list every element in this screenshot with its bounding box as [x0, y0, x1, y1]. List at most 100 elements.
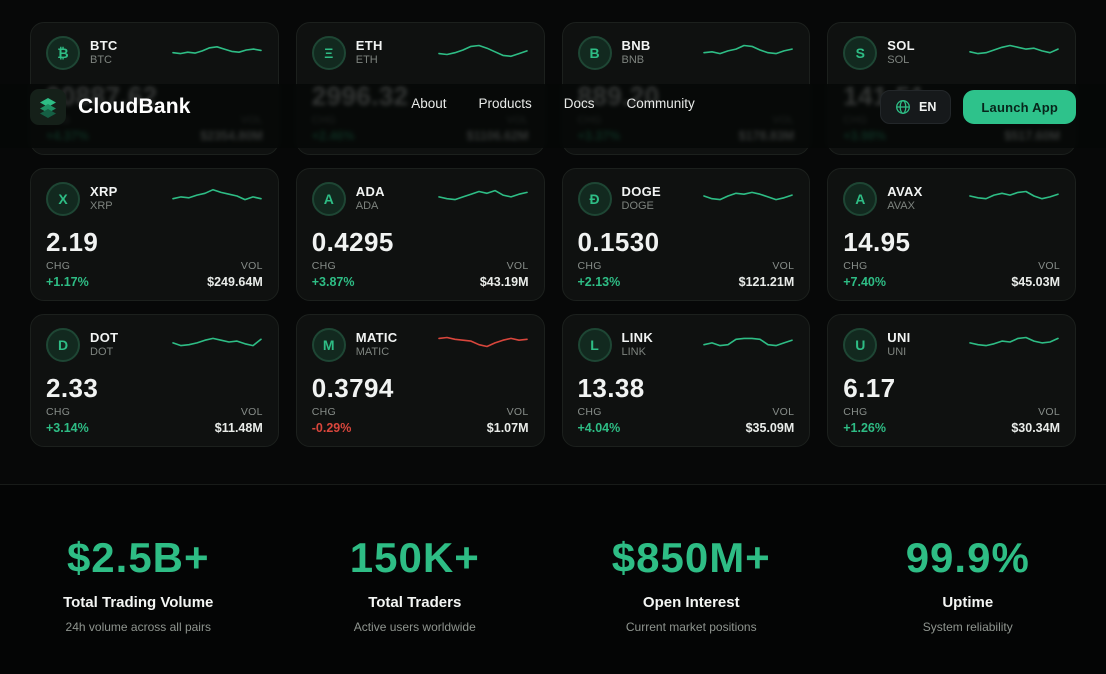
volume-metric: VOL $1.07M	[487, 406, 529, 435]
coin-symbol: SOL	[887, 38, 915, 53]
volume-label: VOL	[240, 406, 263, 418]
sparkline-chart	[968, 185, 1060, 212]
change-metric: CHG +7.40%	[843, 260, 886, 289]
nav-link-docs[interactable]: Docs	[563, 96, 595, 111]
card-metrics: CHG +4.04% VOL $35.09M	[578, 406, 795, 435]
nav-link-products[interactable]: Products	[478, 96, 532, 111]
stat-value: 99.9%	[905, 534, 1030, 581]
sparkline-chart	[171, 39, 263, 66]
coin-symbol: ETH	[355, 38, 383, 53]
coin-icon: Ξ	[311, 36, 346, 70]
coin-price: 13.38	[577, 373, 645, 403]
stat-value: 150K+	[349, 534, 480, 581]
change-value: +3.87%	[311, 275, 355, 289]
coin-names: MATIC MATIC	[356, 330, 398, 360]
stat-title: Open Interest	[642, 594, 740, 611]
volume-value: $1.07M	[486, 421, 529, 435]
coin-icon-letter: Đ	[589, 191, 600, 207]
change-label: CHG	[577, 260, 602, 272]
nav-link-about[interactable]: About	[411, 96, 447, 111]
crypto-card[interactable]: Đ DOGE DOGE 0.1530 CHG +2.13% VOL $121.2…	[561, 168, 811, 301]
coin-name: LINK	[621, 346, 646, 359]
coin-name: UNI	[887, 346, 907, 359]
site-header: CloudBank About Products Docs Community	[0, 84, 1106, 148]
coin-icon: M	[311, 328, 346, 362]
crypto-card[interactable]: X XRP XRP 2.19 CHG +1.17% VOL $249.64M	[30, 168, 279, 301]
card-metrics: CHG +2.13% VOL $121.21M	[578, 260, 795, 289]
crypto-card[interactable]: A ADA ADA 0.4295 CHG +3.87% VOL $43.19M	[295, 168, 545, 301]
stat-subtitle: System reliability	[922, 620, 1013, 634]
change-label: CHG	[311, 260, 336, 272]
change-metric: CHG +4.04%	[578, 406, 621, 435]
volume-label: VOL	[1038, 406, 1060, 418]
sparkline-chart	[171, 331, 263, 358]
crypto-card[interactable]: A AVAX AVAX 14.95 CHG +7.40% VOL $45.03M	[827, 168, 1076, 301]
volume-metric: VOL $35.09M	[746, 406, 795, 435]
coin-icon: U	[843, 328, 878, 362]
sparkline-chart	[702, 331, 794, 358]
volume-value: $11.48M	[214, 421, 263, 435]
crypto-card[interactable]: D DOT DOT 2.33 CHG +3.14% VOL $11.48M	[30, 314, 279, 447]
card-metrics: CHG +1.17% VOL $249.64M	[46, 260, 263, 289]
brand-logo[interactable]: CloudBank	[30, 88, 191, 126]
stat-title: Total Traders	[368, 594, 462, 611]
volume-label: VOL	[1038, 260, 1060, 272]
card-metrics: CHG -0.29% VOL $1.07M	[312, 406, 529, 435]
coin-name: BTC	[90, 54, 112, 67]
volume-metric: VOL $249.64M	[207, 260, 263, 289]
coin-name: ADA	[355, 200, 379, 213]
cloudbank-logo-icon	[30, 89, 66, 125]
sparkline-chart	[437, 185, 529, 212]
card-header: X XRP XRP	[46, 182, 263, 216]
change-label: CHG	[843, 260, 868, 272]
change-value: +1.26%	[843, 421, 886, 435]
coin-names: ETH ETH	[356, 38, 383, 68]
stats-section: $2.5B+ Total Trading Volume 24h volume a…	[0, 484, 1106, 674]
card-header: M MATIC MATIC	[311, 328, 529, 362]
card-metrics: CHG +3.87% VOL $43.19M	[312, 260, 529, 289]
volume-value: $43.19M	[479, 275, 529, 289]
stat-title: Total Trading Volume	[63, 594, 214, 611]
coin-names: BNB BNB	[622, 38, 651, 68]
coin-icon-letter: B	[589, 45, 600, 61]
language-button[interactable]: EN	[880, 90, 952, 124]
card-header: B BNB BNB	[577, 36, 795, 70]
volume-label: VOL	[772, 406, 795, 418]
coin-names: UNI UNI	[887, 330, 910, 360]
coin-icon-letter: A	[855, 191, 866, 207]
change-metric: CHG -0.29%	[312, 406, 352, 435]
launch-app-button[interactable]: Launch App	[963, 90, 1076, 124]
coin-price: 0.4295	[311, 227, 394, 257]
coin-names: SOL SOL	[887, 38, 915, 68]
coin-icon: A	[311, 182, 346, 216]
card-header: Đ DOGE DOGE	[577, 182, 795, 216]
coin-icon-letter: S	[855, 45, 865, 61]
coin-symbol: LINK	[621, 330, 654, 345]
nav-link-community[interactable]: Community	[626, 96, 695, 111]
crypto-card[interactable]: U UNI UNI 6.17 CHG +1.26% VOL $30.34M	[827, 314, 1076, 447]
coin-price: 2.19	[46, 227, 99, 257]
coin-name: BNB	[621, 54, 645, 67]
crypto-card[interactable]: M MATIC MATIC 0.3794 CHG -0.29% VOL $1.0…	[295, 314, 545, 447]
change-label: CHG	[46, 260, 71, 272]
card-header: A ADA ADA	[311, 182, 529, 216]
card-header: S SOL SOL	[843, 36, 1060, 70]
crypto-card-grid: ₿ BTC BTC 90887.62 CHG +4.37% VOL $2354.…	[30, 22, 1076, 447]
globe-icon	[895, 99, 911, 115]
coin-name: SOL	[887, 54, 910, 67]
coin-symbol: UNI	[887, 330, 911, 345]
coin-icon-letter: A	[323, 191, 334, 207]
crypto-card[interactable]: L LINK LINK 13.38 CHG +4.04% VOL $35.09M	[561, 314, 811, 447]
card-header: Ξ ETH ETH	[311, 36, 529, 70]
stat-subtitle: Active users worldwide	[353, 620, 476, 634]
card-metrics: CHG +7.40% VOL $45.03M	[843, 260, 1060, 289]
change-value: -0.29%	[311, 421, 352, 435]
coin-price: 0.3794	[311, 373, 394, 403]
coin-name: MATIC	[355, 346, 390, 359]
coin-icon: B	[577, 36, 612, 70]
coin-names: DOT DOT	[90, 330, 118, 360]
change-value: +2.13%	[577, 275, 621, 289]
coin-price: 2.33	[46, 373, 99, 403]
coin-symbol: ADA	[355, 184, 385, 199]
